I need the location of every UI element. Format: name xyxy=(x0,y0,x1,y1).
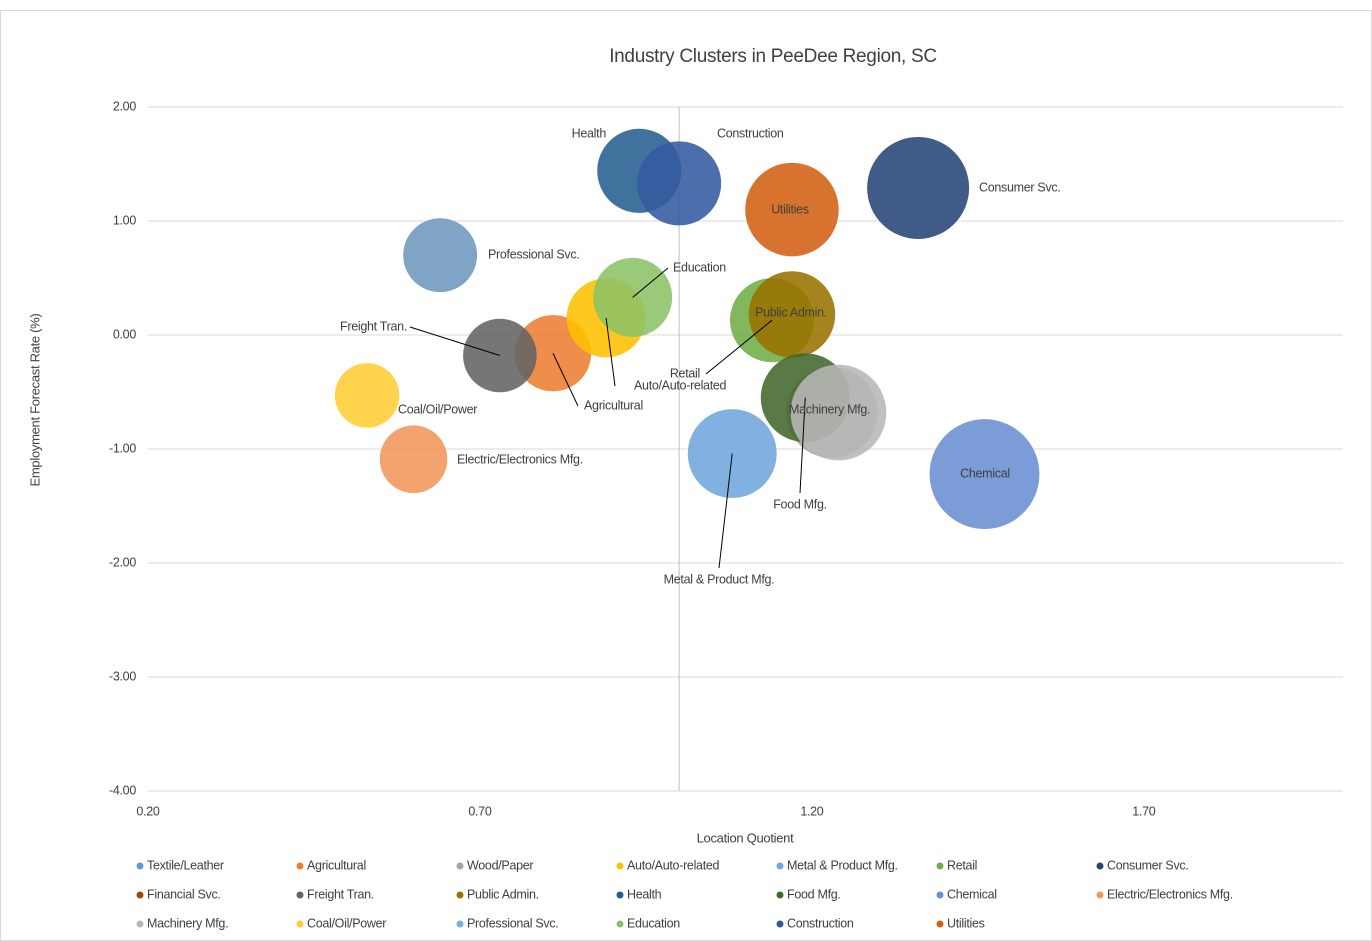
legend-marker xyxy=(616,891,624,899)
legend-label: Financial Svc. xyxy=(147,887,221,901)
legend-marker xyxy=(776,891,784,899)
legend-label: Consumer Svc. xyxy=(1107,858,1189,872)
data-label: Machinery Mfg. xyxy=(789,402,870,416)
legend-marker xyxy=(296,862,304,870)
legend-label: Public Admin. xyxy=(467,887,539,901)
legend-marker xyxy=(936,920,944,928)
legend-label: Machinery Mfg. xyxy=(147,916,228,930)
legend-marker xyxy=(616,920,624,928)
data-label: Metal & Product Mfg. xyxy=(664,572,775,586)
leader-line xyxy=(552,353,579,407)
y-tick-label: -3.00 xyxy=(109,669,136,683)
data-label: Agricultural xyxy=(584,398,643,412)
data-label: Health xyxy=(572,126,607,140)
legend-label: Wood/Paper xyxy=(467,858,533,872)
leader-line xyxy=(409,326,501,356)
legend-marker xyxy=(296,920,304,928)
chart-title: Industry Clusters in PeeDee Region, SC xyxy=(609,46,937,67)
legend-label: Professional Svc. xyxy=(467,916,558,930)
data-label: Retail xyxy=(670,366,700,380)
legend-marker xyxy=(296,891,304,899)
data-label: Public Admin. xyxy=(755,305,827,319)
legend-marker xyxy=(136,862,144,870)
y-tick-label: 0.00 xyxy=(113,327,136,341)
bubble xyxy=(334,363,400,428)
data-label: Consumer Svc. xyxy=(979,180,1061,194)
leader-line xyxy=(799,397,806,494)
legend-label: Electric/Electronics Mfg. xyxy=(1107,887,1233,901)
y-axis-title: Employment Forecast Rate (%) xyxy=(27,314,42,487)
legend-marker xyxy=(616,862,624,870)
leader-line xyxy=(605,317,616,387)
bubble xyxy=(745,162,839,257)
y-tick-label: -4.00 xyxy=(109,783,136,797)
bubble xyxy=(748,271,836,358)
legend-label: Metal & Product Mfg. xyxy=(787,858,898,872)
x-tick-label: 0.70 xyxy=(468,804,491,818)
data-label: Food Mfg. xyxy=(773,497,827,511)
data-label: Electric/Electronics Mfg. xyxy=(457,452,583,466)
y-tick-label: 2.00 xyxy=(113,99,136,113)
data-label: Utilities xyxy=(771,202,809,216)
y-tick-label: -1.00 xyxy=(109,441,136,455)
legend-label: Coal/Oil/Power xyxy=(307,916,386,930)
data-label: Coal/Oil/Power xyxy=(398,402,477,416)
data-label: Freight Tran. xyxy=(340,319,407,333)
leader-line xyxy=(632,267,669,298)
legend-marker xyxy=(776,862,784,870)
legend-label: Freight Tran. xyxy=(307,887,374,901)
legend-marker xyxy=(776,920,784,928)
legend-label: Auto/Auto-related xyxy=(627,858,720,872)
legend-label: Food Mfg. xyxy=(787,887,841,901)
bubble xyxy=(637,141,722,226)
legend-marker xyxy=(936,891,944,899)
legend-label: Retail xyxy=(947,858,977,872)
legend-marker xyxy=(1096,862,1104,870)
legend-marker xyxy=(456,891,464,899)
legend-label: Textile/Leather xyxy=(147,858,224,872)
data-label: Construction xyxy=(717,126,784,140)
legend-label: Utilities xyxy=(947,916,985,930)
bubble xyxy=(403,218,477,292)
data-label: Chemical xyxy=(960,466,1010,480)
bubble xyxy=(379,425,448,494)
bubble xyxy=(867,136,970,239)
x-axis-title: Location Quotient xyxy=(697,830,794,845)
x-tick-label: 1.70 xyxy=(1132,804,1155,818)
y-tick-label: -2.00 xyxy=(109,555,136,569)
y-tick-label: 1.00 xyxy=(113,213,136,227)
legend-label: Chemical xyxy=(947,887,997,901)
legend-label: Health xyxy=(627,887,662,901)
bubble xyxy=(463,318,537,393)
leader-line xyxy=(718,453,733,569)
data-label: Auto/Auto-related xyxy=(634,378,727,392)
legend-marker xyxy=(136,891,144,899)
legend-label: Agricultural xyxy=(307,858,366,872)
legend-marker xyxy=(456,862,464,870)
leader-line xyxy=(705,319,773,375)
legend-marker xyxy=(936,862,944,870)
legend-marker xyxy=(1096,891,1104,899)
legend-marker xyxy=(136,920,144,928)
x-tick-label: 0.20 xyxy=(136,804,159,818)
legend-label: Construction xyxy=(787,916,854,930)
data-label: Professional Svc. xyxy=(488,247,579,261)
bubble xyxy=(929,419,1040,530)
legend-label: Education xyxy=(627,916,680,930)
x-tick-label: 1.20 xyxy=(800,804,823,818)
bubble xyxy=(790,364,887,461)
legend-marker xyxy=(456,920,464,928)
data-label: Education xyxy=(673,260,726,274)
